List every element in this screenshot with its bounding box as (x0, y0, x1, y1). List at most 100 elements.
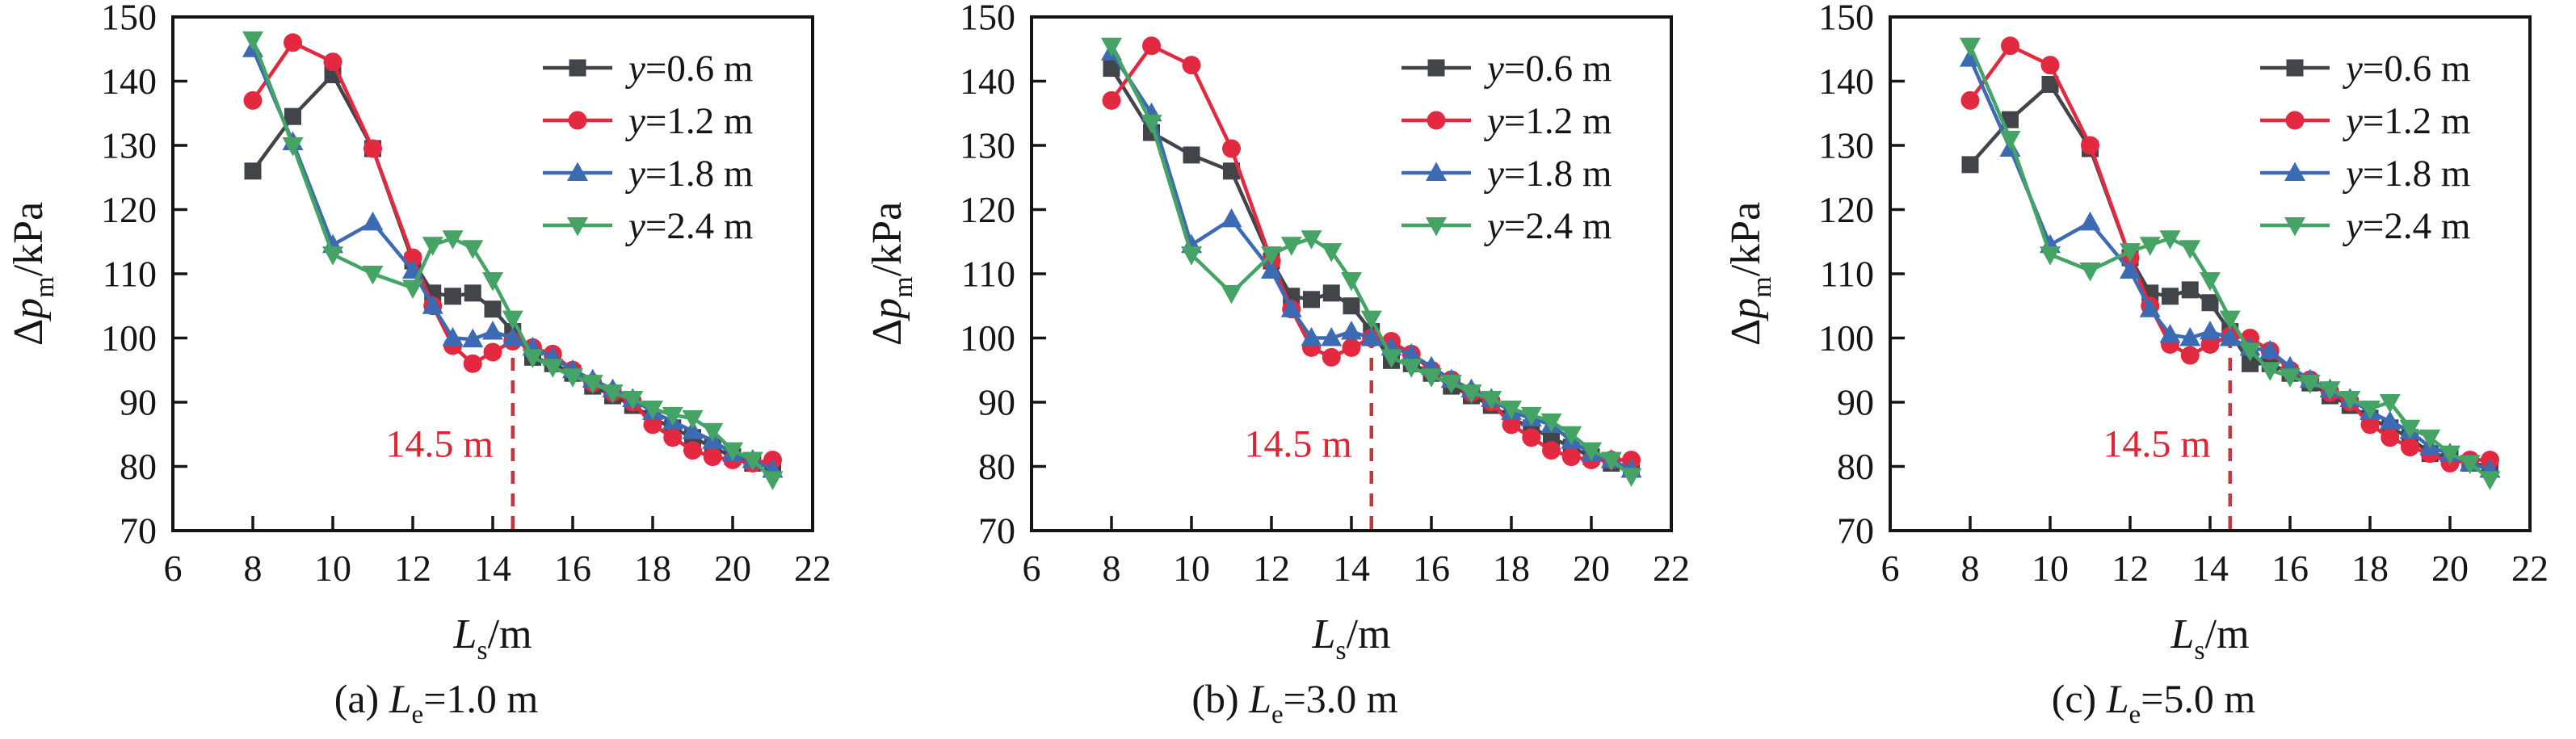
data-point-marker (2319, 381, 2341, 401)
x-tick-label: 18 (1493, 548, 1530, 589)
y-tick-label: 150 (101, 0, 157, 38)
data-point-marker (2259, 362, 2281, 381)
data-point-marker (2180, 346, 2200, 365)
data-point-marker (422, 295, 443, 314)
data-point-marker (1341, 321, 1362, 340)
data-point-marker (1561, 426, 1582, 446)
data-point-marker (282, 137, 304, 157)
data-point-marker (322, 246, 343, 266)
x-axis: 6 8 10 12 14 16 18 20 22 (1881, 516, 2549, 589)
data-point-marker (2040, 56, 2060, 75)
data-point-marker (2439, 445, 2460, 465)
data-point-marker (1421, 368, 1442, 388)
data-point-marker (1520, 406, 1542, 426)
data-point-marker (2120, 259, 2141, 279)
panel-caption: (b) Le=3.0 m (1191, 676, 1397, 729)
x-tick-label: 10 (1173, 548, 1210, 589)
y-axis: 70 80 90 100 110 120 130 140 150 (960, 0, 1046, 552)
y-tick-label: 140 (101, 61, 157, 102)
legend-label: y=1.2 m (2343, 100, 2470, 142)
data-point-marker (1221, 208, 1242, 228)
chart-b: 14.5 m 6 8 10 12 14 16 18 20 22 70 80 90 100 110 120 130… (864, 0, 1690, 729)
data-point-marker (1321, 327, 1343, 346)
data-point-marker (1960, 37, 1981, 57)
x-tick-label: 18 (2351, 548, 2389, 589)
data-point-marker (2201, 294, 2219, 312)
data-point-marker (1620, 468, 1642, 487)
data-point-marker (1101, 37, 1122, 57)
legend-entry: y=1.8 m (2260, 153, 2470, 195)
legend-marker (2285, 111, 2305, 130)
x-axis-title: Ls/m (1311, 611, 1390, 666)
data-point-marker (2299, 375, 2321, 394)
data-point-marker (2120, 243, 2141, 262)
data-point-marker (1223, 162, 1240, 180)
data-point-marker (682, 420, 704, 439)
x-tick-label: 6 (1881, 548, 1900, 589)
data-point-marker (1460, 384, 1482, 404)
data-point-marker (363, 139, 382, 158)
legend-label: y=1.2 m (1484, 100, 1612, 142)
legend-marker (1426, 162, 1447, 181)
x-tick-label: 12 (1253, 548, 1290, 589)
y-tick-label: 110 (961, 254, 1015, 295)
x-tick-label: 14 (2191, 548, 2229, 589)
x-tick-label: 10 (314, 548, 351, 589)
data-point-marker (323, 52, 342, 72)
data-point-marker (1182, 56, 1201, 75)
data-point-marker (1401, 359, 1422, 378)
y-tick-label: 120 (960, 189, 1015, 230)
legend-marker (568, 111, 587, 130)
data-point-marker (2079, 211, 2101, 231)
y-axis-title: Δpm/kPa (864, 202, 918, 346)
reference-label: 14.5 m (2103, 423, 2210, 466)
data-point-marker (1360, 327, 1382, 346)
x-tick-label: 18 (634, 548, 671, 589)
x-tick-label: 16 (554, 548, 591, 589)
panel-caption: (c) Le=5.0 m (2052, 676, 2256, 729)
legend-entry: y=2.4 m (1401, 205, 1612, 247)
legend-label: y=0.6 m (1484, 48, 1612, 90)
data-point-marker (442, 327, 464, 346)
data-point-marker (1322, 347, 1341, 367)
data-point-marker (1440, 375, 1462, 394)
x-tick-label: 22 (1653, 548, 1690, 589)
data-point-marker (2159, 324, 2181, 343)
data-point-marker (2379, 394, 2401, 414)
legend-label: y=1.8 m (625, 153, 753, 195)
chart-a: 14.5 m 6 8 10 12 14 16 18 20 22 70 80 90 100 110 120 130… (6, 0, 831, 729)
y-tick-label: 110 (1820, 254, 1874, 295)
data-point-marker (2479, 471, 2501, 490)
legend-entry: y=0.6 m (543, 48, 753, 90)
data-point-marker (484, 300, 502, 318)
panel-b: 14.5 m 6 8 10 12 14 16 18 20 22 70 80 90 100 110 120 130… (859, 0, 1717, 739)
series-y-2.4-m (1101, 37, 1642, 487)
data-point-marker (2239, 342, 2261, 362)
legend-entry: y=2.4 m (2260, 205, 2470, 247)
legend-marker (1427, 111, 1446, 130)
legend: y=0.6 m y=1.2 m y=1.8 m y=2.4 m (2260, 48, 2470, 247)
x-tick-label: 20 (714, 548, 751, 589)
x-tick-label: 14 (1333, 548, 1370, 589)
data-point-marker (1261, 246, 1282, 266)
data-point-marker (682, 409, 704, 430)
data-point-marker (662, 406, 683, 426)
y-tick-label: 100 (1818, 317, 1874, 359)
legend-entry: y=1.2 m (2260, 100, 2470, 142)
legend-entry: y=0.6 m (2260, 48, 2470, 90)
y-tick-label: 130 (101, 125, 157, 166)
data-point-marker (2419, 429, 2441, 449)
data-point-marker (622, 391, 644, 410)
data-point-marker (482, 321, 503, 340)
data-point-marker (1401, 342, 1422, 363)
y-tick-label: 80 (978, 446, 1015, 487)
legend-marker (567, 162, 588, 181)
legend-label: y=1.2 m (625, 100, 753, 142)
series-y-1.8-m (1960, 48, 2501, 478)
data-point-marker (502, 327, 523, 346)
x-tick-label: 12 (394, 548, 431, 589)
legend-label: y=1.8 m (2343, 153, 2470, 195)
data-point-marker (1322, 284, 1340, 302)
data-point-marker (2081, 136, 2099, 155)
x-tick-label: 10 (2032, 548, 2069, 589)
